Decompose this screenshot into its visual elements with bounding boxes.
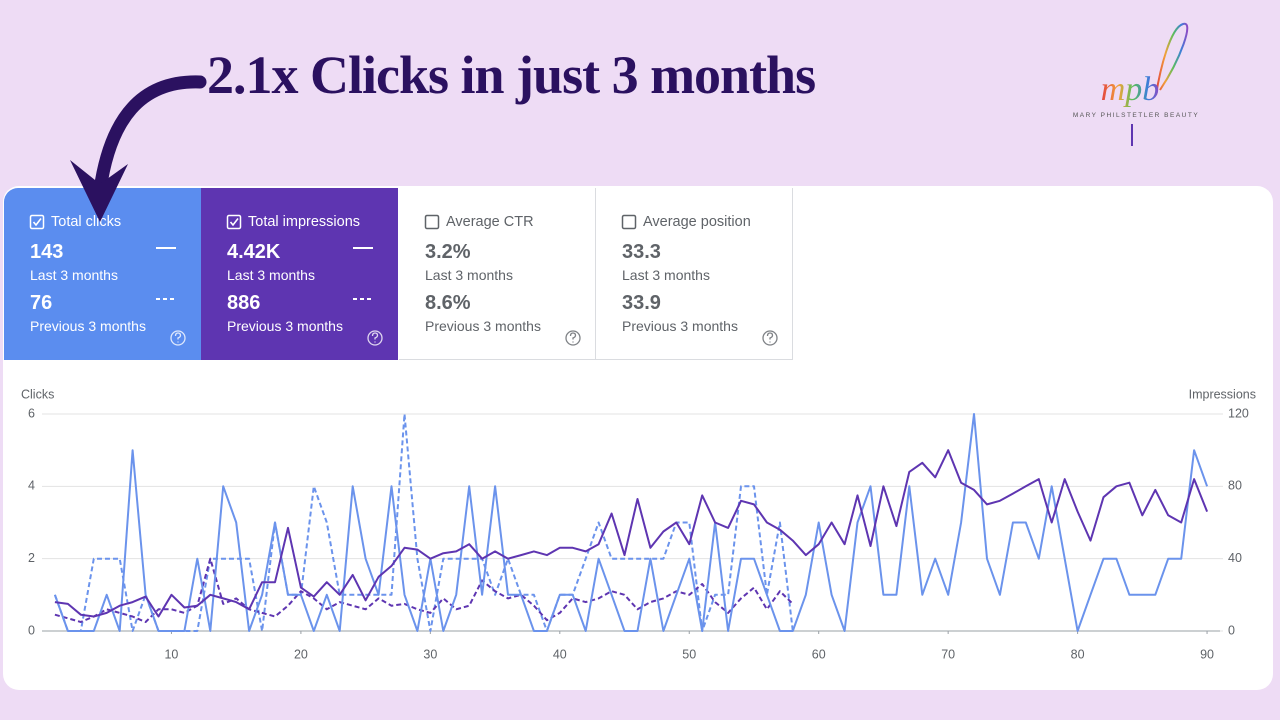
- card-icons: [226, 214, 383, 346]
- x-tick-label: 50: [682, 647, 696, 661]
- arrow-shaft: [93, 75, 207, 197]
- card-icons: [29, 214, 186, 346]
- help-icon: [565, 330, 581, 346]
- previous-value: 8.6%: [425, 292, 471, 314]
- card-icons: [621, 214, 778, 346]
- previous-period: Previous 3 months: [227, 318, 343, 334]
- series-line-dashed: [54, 557, 794, 623]
- metric-card: Total clicks 143 Last 3 months 76 Previous 3…: [4, 188, 201, 360]
- x-tick-label: 30: [423, 647, 437, 661]
- help-mark: [174, 332, 182, 343]
- current-period: Last 3 months: [227, 267, 315, 283]
- y2-axis-title: Impressions: [1189, 387, 1256, 401]
- x-tick-label: 60: [812, 647, 826, 661]
- x-tick-label: 80: [1071, 647, 1085, 661]
- help-mark: [569, 332, 577, 343]
- y-tick-label: 4: [28, 479, 35, 493]
- checkbox: [29, 214, 45, 230]
- current-value: 3.2%: [425, 241, 471, 263]
- help-mark: [371, 332, 379, 343]
- card-label: Total impressions: [248, 214, 361, 230]
- y2-tick-label: 80: [1228, 479, 1242, 493]
- checkbox: [424, 214, 440, 230]
- checkmark: [229, 218, 239, 227]
- x-tick-label: 70: [941, 647, 955, 661]
- current-value: 33.3: [622, 241, 661, 263]
- previous-period: Previous 3 months: [622, 318, 738, 334]
- card-label: Average CTR: [446, 214, 534, 230]
- checkbox: [226, 214, 242, 230]
- help-icon: [170, 330, 186, 346]
- checkbox: [621, 214, 637, 230]
- current-period: Last 3 months: [622, 267, 710, 283]
- help-icon: [367, 330, 383, 346]
- current-value: 143: [30, 241, 64, 263]
- x-tick-label: 20: [294, 647, 308, 661]
- y2-tick-label: 40: [1228, 551, 1242, 565]
- current-period: Last 3 months: [30, 267, 118, 283]
- help-icon: [762, 330, 778, 346]
- current-value: 4.42K: [227, 241, 281, 263]
- metric-card: Average position 33.3 Last 3 months 33.9 Pre…: [596, 188, 793, 360]
- y-tick-label: 6: [28, 406, 35, 420]
- metric-card: Average CTR 3.2% Last 3 months 8.6% Previous…: [399, 188, 596, 360]
- headline: 2.1x Clicks in just 3 months: [207, 45, 816, 105]
- previous-period: Previous 3 months: [425, 318, 541, 334]
- card-label: Average position: [643, 214, 751, 230]
- y2-tick-label: 0: [1228, 623, 1235, 637]
- logo-flourish: [1155, 22, 1189, 96]
- card-icons: [424, 214, 581, 346]
- current-period: Last 3 months: [425, 267, 513, 283]
- card-label: Total clicks: [51, 214, 122, 230]
- metric-card: Total impressions 4.42K Last 3 months 886 Pr…: [201, 188, 398, 360]
- checkmark: [32, 218, 42, 227]
- previous-value: 886: [227, 292, 261, 314]
- x-tick-label: 10: [164, 647, 178, 661]
- y-tick-label: 2: [28, 551, 35, 565]
- y2-tick-label: 120: [1228, 406, 1249, 420]
- series-line: [53, 413, 1209, 632]
- series-line: [54, 449, 1209, 618]
- y-tick-label: 0: [28, 623, 35, 637]
- previous-value: 33.9: [622, 292, 661, 314]
- x-tick-label: 40: [553, 647, 567, 661]
- x-tick-label: 90: [1200, 647, 1214, 661]
- help-mark: [766, 332, 774, 343]
- previous-value: 76: [30, 292, 53, 314]
- y-axis-title: Clicks: [21, 387, 54, 401]
- logo-mark: mpb: [1101, 71, 1160, 108]
- previous-period: Previous 3 months: [30, 318, 146, 334]
- logo-caption: MARY PHILSTETLER BEAUTY: [1073, 112, 1199, 119]
